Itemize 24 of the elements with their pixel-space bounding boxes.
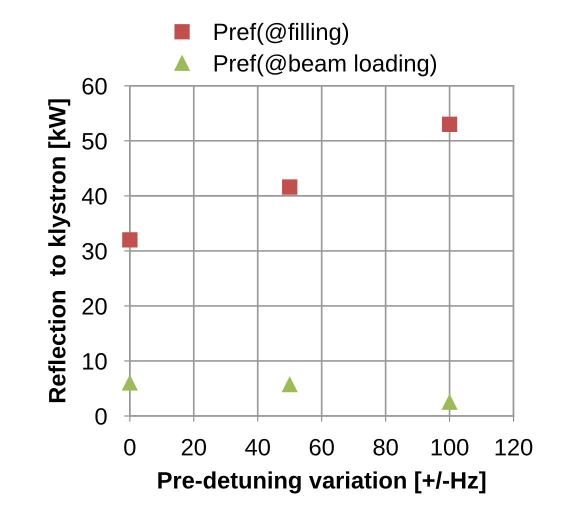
x-tick-label: 80: [374, 438, 398, 456]
legend-label: Pref(@filling): [214, 22, 348, 45]
x-tick-label: 20: [182, 438, 206, 456]
x-tick-label: 0: [124, 438, 136, 456]
point: [122, 375, 138, 391]
x-tick-label: 120: [496, 438, 532, 456]
x-tick-label: 60: [310, 438, 334, 456]
point: [122, 232, 138, 248]
y-tick-label: 20: [82, 298, 107, 315]
y-tick-label: 40: [82, 188, 107, 205]
x-tick-label: 100: [432, 438, 468, 456]
x-tick-label: 40: [245, 438, 270, 456]
y-axis-title: Reflection to klystron [kW]: [48, 99, 70, 402]
y-tick-label: 0: [95, 408, 107, 425]
y-tick-label: 10: [83, 353, 107, 370]
point: [282, 376, 298, 392]
point: [282, 179, 298, 195]
y-tick-label: 50: [82, 132, 107, 150]
y-tick-label: 60: [82, 78, 107, 95]
x-axis-title: Pre-detuning variation [+/-Hz]: [158, 471, 486, 494]
point: [442, 394, 458, 410]
y-tick-label: 30: [82, 242, 107, 260]
point: [442, 116, 458, 132]
legend-label: Pref(@beam loading): [214, 54, 436, 76]
